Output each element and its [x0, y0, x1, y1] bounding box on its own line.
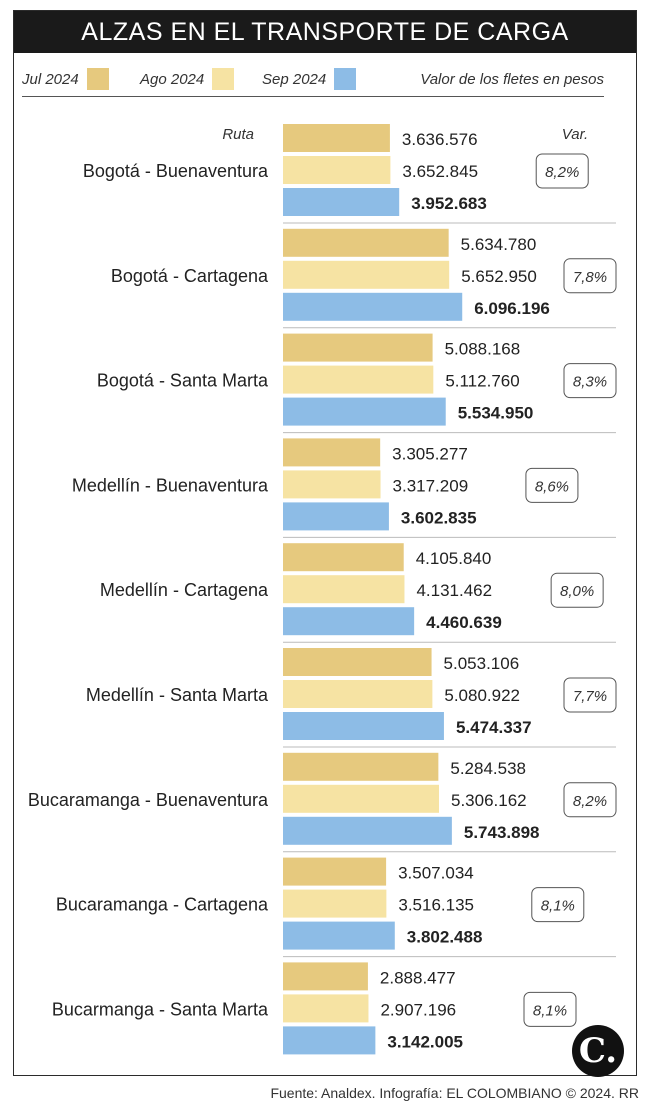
bar-value-label: 5.474.337: [456, 718, 532, 737]
bar-value-label: 2.888.477: [380, 968, 456, 987]
bar-sep-2024: [283, 188, 400, 216]
bar-value-label: 4.131.462: [416, 581, 492, 600]
chart-title: ALZAS EN EL TRANSPORTE DE CARGA: [14, 11, 636, 53]
bar-value-label: 5.534.950: [458, 404, 534, 423]
bar-ago-2024: [283, 889, 387, 918]
bar-sep-2024: [283, 502, 389, 531]
variation-value: 8,1%: [541, 898, 575, 915]
legend-swatch-jul: [86, 68, 109, 90]
bar-ago-2024: [283, 260, 450, 289]
route-label: Bucarmanga - Santa Marta: [52, 999, 269, 1019]
variation-value: 8,6%: [535, 478, 569, 495]
bar-jul-2024: [283, 752, 439, 781]
legend-label: Jul 2024: [22, 70, 79, 88]
el-colombiano-logo: C.: [572, 1025, 624, 1077]
bar-sep-2024: [283, 397, 446, 426]
bar-sep-2024: [283, 292, 463, 321]
bar-value-label: 3.952.683: [411, 194, 487, 213]
route-label: Medellín - Buenaventura: [72, 475, 269, 495]
bar-jul-2024: [283, 962, 368, 991]
bar-value-label: 4.460.639: [426, 613, 502, 632]
bar-ago-2024: [283, 680, 433, 708]
bar-value-label: 5.634.780: [461, 235, 537, 254]
bar-value-label: 5.652.950: [461, 267, 537, 286]
bar-value-label: 6.096.196: [474, 299, 550, 318]
legend-label: Ago 2024: [140, 70, 205, 88]
bar-value-label: 5.306.162: [451, 791, 527, 810]
legend-note: Valor de los fletes en pesos: [420, 70, 604, 88]
variation-badge: [563, 258, 617, 294]
bar-value-label: 3.507.034: [398, 864, 474, 883]
variation-value: 8,2%: [573, 793, 607, 810]
variation-value: 7,7%: [573, 688, 607, 705]
bar-value-label: 5.112.760: [445, 372, 519, 391]
variation-column-header: Var.: [561, 126, 589, 143]
bar-jul-2024: [283, 857, 387, 886]
bar-jul-2024: [283, 124, 390, 152]
bar-value-label: 2.907.196: [380, 1000, 456, 1019]
bar-value-label: 3.802.488: [407, 928, 483, 947]
variation-value: 8,1%: [533, 1002, 567, 1019]
bar-value-label: 5.743.898: [464, 823, 540, 842]
bar-value-label: 5.053.106: [444, 654, 520, 673]
bar-value-label: 5.088.168: [445, 340, 521, 359]
bar-sep-2024: [283, 921, 395, 950]
variation-badge: [531, 887, 585, 923]
legend-label: Sep 2024: [262, 70, 327, 88]
bar-value-label: 5.284.538: [450, 759, 526, 778]
route-label: Bogotá - Cartagena: [111, 266, 269, 286]
bar-jul-2024: [283, 333, 433, 362]
variation-value: 8,3%: [573, 374, 607, 391]
variation-value: 8,2%: [545, 164, 579, 181]
bar-value-label: 3.516.135: [398, 896, 474, 915]
route-label: Bogotá - Santa Marta: [97, 371, 269, 391]
route-label: Medellín - Cartagena: [100, 580, 269, 600]
bar-ago-2024: [283, 365, 434, 394]
variation-badge: [550, 572, 604, 608]
bar-jul-2024: [283, 543, 404, 572]
bar-sep-2024: [283, 607, 415, 636]
bar-sep-2024: [283, 816, 452, 845]
bar-value-label: 3.652.845: [402, 162, 478, 181]
variation-badge: [563, 782, 617, 818]
bar-ago-2024: [283, 784, 440, 813]
bar-value-label: 4.105.840: [416, 549, 492, 568]
bar-value-label: 3.317.209: [393, 476, 469, 495]
source-credit: Fuente: Analdex. Infografía: EL COLOMBIA…: [270, 1085, 639, 1101]
legend: Jul 2024 Ago 2024 Sep 2024 Valor de los …: [22, 66, 604, 92]
route-label: Bucaramanga - Cartagena: [56, 895, 269, 915]
route-column-header: Ruta: [222, 126, 254, 143]
legend-divider: [22, 96, 604, 97]
variation-badge: [523, 991, 577, 1027]
variation-value: 7,8%: [573, 269, 607, 286]
legend-item-sep: Sep 2024: [262, 66, 357, 92]
bar-value-label: 3.142.005: [387, 1032, 463, 1051]
route-label: Bogotá - Buenaventura: [83, 161, 269, 181]
variation-value: 8,0%: [560, 583, 594, 600]
bar-value-label: 3.602.835: [401, 508, 477, 527]
bar-sep-2024: [283, 1026, 376, 1055]
bar-jul-2024: [283, 648, 432, 676]
legend-item-jul: Jul 2024: [22, 66, 109, 92]
variation-badge: [563, 677, 617, 713]
bar-ago-2024: [283, 994, 369, 1023]
bar-ago-2024: [283, 156, 391, 184]
bar-ago-2024: [283, 575, 405, 604]
variation-badge: [535, 153, 589, 189]
route-label: Bucaramanga - Buenaventura: [28, 790, 269, 810]
bar-ago-2024: [283, 470, 381, 499]
bar-value-label: 3.305.277: [392, 444, 468, 463]
legend-item-ago: Ago 2024: [140, 66, 235, 92]
bar-value-label: 5.080.922: [444, 686, 520, 705]
legend-swatch-sep: [334, 68, 357, 90]
route-label: Medellín - Santa Marta: [86, 685, 269, 705]
bar-sep-2024: [283, 712, 444, 740]
variation-badge: [525, 467, 579, 503]
bar-jul-2024: [283, 228, 449, 257]
bar-jul-2024: [283, 438, 381, 467]
variation-badge: [563, 363, 617, 399]
bar-value-label: 3.636.576: [402, 130, 478, 149]
legend-swatch-ago: [212, 68, 235, 90]
